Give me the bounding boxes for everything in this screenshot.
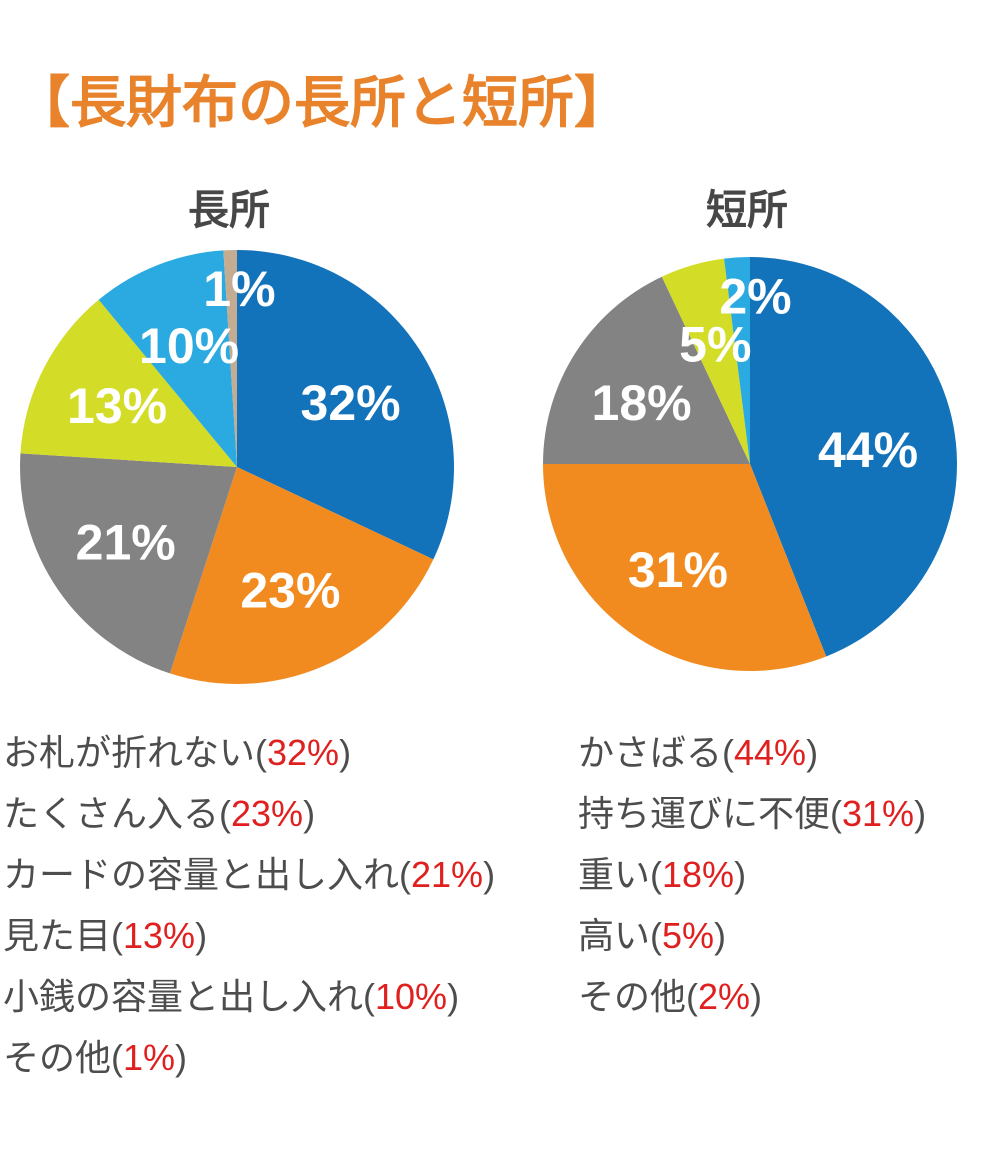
pie-slice-label: 23% — [240, 563, 340, 619]
legend-percent: 21% — [411, 854, 484, 895]
legend-paren-close: ) — [175, 1037, 188, 1078]
legend-label: かさばる — [578, 732, 723, 773]
legend-paren-open: ( — [111, 1037, 124, 1078]
cons-pie-chart: 44% 31% 18%5%2% — [543, 257, 957, 671]
legend-paren-close: ) — [195, 915, 208, 956]
pie-slice-小銭の容量と出し入れ — [98, 250, 238, 467]
legend-label: カードの容量と出し入れ — [3, 854, 400, 895]
chart-title-pros: 長所 — [188, 187, 270, 233]
legend-percent: 13% — [123, 915, 196, 956]
legend-paren-close: ) — [339, 732, 352, 773]
legend-label: たくさん入る — [3, 793, 220, 834]
pros-legend: お札が折れない(32%) たくさん入る(23%) カードの容量と出し入れ(21%) 見… — [3, 722, 495, 1088]
legend-label: お札が折れない — [3, 732, 256, 773]
legend-paren-open: ( — [722, 732, 735, 773]
legend-paren-open: ( — [650, 915, 663, 956]
legend-paren-open: ( — [830, 793, 843, 834]
legend-label: 小銭の容量と出し入れ — [3, 976, 364, 1017]
legend-percent: 18% — [662, 854, 735, 895]
legend-item: かさばる(44%) — [578, 722, 926, 783]
legend-paren-close: ) — [447, 976, 460, 1017]
legend-paren-close: ) — [806, 732, 819, 773]
pie-slice-重い — [543, 276, 750, 464]
pros-pie-chart: 32% 23% 21% 13%10%1% — [20, 250, 454, 684]
legend-label: 持ち運びに不便 — [578, 793, 831, 834]
legend-paren-open: ( — [111, 915, 124, 956]
legend-item: その他(2%) — [578, 966, 926, 1027]
legend-label: その他 — [3, 1037, 112, 1078]
pie-slice-label: 32% — [301, 375, 401, 431]
legend-item: 持ち運びに不便(31%) — [578, 783, 926, 844]
legend-paren-open: ( — [219, 793, 232, 834]
legend-item: その他(1%) — [3, 1027, 495, 1088]
legend-item: 重い(18%) — [578, 844, 926, 905]
legend-percent: 31% — [842, 793, 915, 834]
legend-paren-close: ) — [714, 915, 727, 956]
legend-paren-open: ( — [363, 976, 376, 1017]
legend-percent: 23% — [231, 793, 304, 834]
chart-title-cons: 短所 — [706, 187, 788, 233]
legend-item: お札が折れない(32%) — [3, 722, 495, 783]
legend-paren-open: ( — [255, 732, 268, 773]
legend-label: 重い — [578, 854, 651, 895]
pie-slice-label: 10% — [139, 318, 239, 374]
legend-item: たくさん入る(23%) — [3, 783, 495, 844]
legend-percent: 2% — [698, 976, 751, 1017]
legend-item: 小銭の容量と出し入れ(10%) — [3, 966, 495, 1027]
legend-percent: 10% — [375, 976, 448, 1017]
legend-paren-close: ) — [734, 854, 747, 895]
pie-slice-高い — [661, 258, 750, 464]
pie-slice-かさばる — [750, 257, 957, 657]
pie-slice-お札が折れない — [237, 250, 454, 560]
legend-paren-close: ) — [303, 793, 316, 834]
pie-slice-label: 21% — [76, 515, 176, 571]
pie-slice-その他 — [223, 250, 237, 467]
cons-legend: かさばる(44%) 持ち運びに不便(31%) 重い(18%) 高い(5%) その他(2%… — [578, 722, 926, 1027]
legend-paren-close: ) — [914, 793, 927, 834]
legend-paren-open: ( — [399, 854, 412, 895]
legend-percent: 1% — [123, 1037, 176, 1078]
legend-percent: 44% — [734, 732, 807, 773]
legend-paren-close: ) — [750, 976, 763, 1017]
pie-slice-たくさん入る — [169, 467, 434, 684]
pie-slice-見た目 — [20, 299, 238, 467]
legend-label: 見た目 — [3, 915, 112, 956]
legend-label: 高い — [578, 915, 651, 956]
pie-slice-その他 — [724, 257, 750, 464]
pie-slice-label: 31% — [628, 542, 728, 598]
legend-paren-open: ( — [650, 854, 663, 895]
legend-paren-open: ( — [686, 976, 699, 1017]
page-title: 【長財布の長所と短所】 — [14, 71, 630, 134]
pie-slice-label: 5% — [679, 317, 751, 373]
legend-percent: 5% — [662, 915, 715, 956]
legend-item: 高い(5%) — [578, 905, 926, 966]
pie-slice-label: 18% — [592, 375, 692, 431]
legend-paren-close: ) — [483, 854, 496, 895]
pie-slice-持ち運びに不便 — [543, 464, 827, 671]
pie-slice-label: 44% — [818, 422, 918, 478]
pie-slice-label: 2% — [719, 269, 791, 325]
pie-slice-カードの容量と出し入れ — [20, 453, 237, 674]
legend-item: 見た目(13%) — [3, 905, 495, 966]
pie-slice-label: 13% — [67, 378, 167, 434]
pie-slice-label: 1% — [203, 261, 275, 317]
legend-percent: 32% — [267, 732, 340, 773]
legend-item: カードの容量と出し入れ(21%) — [3, 844, 495, 905]
legend-label: その他 — [578, 976, 687, 1017]
